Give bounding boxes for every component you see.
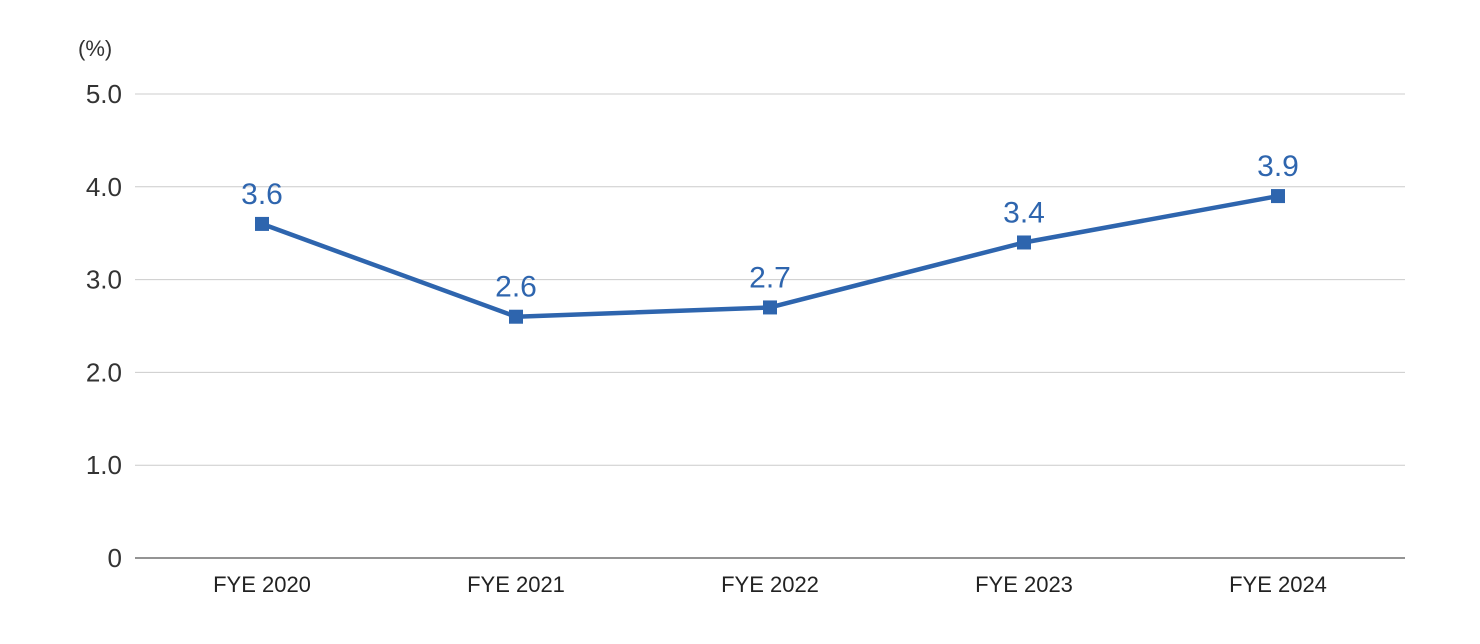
data-label: 2.7	[749, 261, 791, 294]
y-tick-label: 2.0	[86, 357, 122, 387]
y-tick-label: 5.0	[86, 79, 122, 109]
y-tick-label: 0	[108, 543, 122, 573]
data-point-marker	[1271, 189, 1285, 204]
data-label: 3.9	[1257, 150, 1299, 183]
x-tick-label: FYE 2021	[467, 572, 565, 597]
y-tick-label: 3.0	[86, 265, 122, 295]
labels: 0 1.0 2.0 3.0 4.0 5.0 FYE 2020 FYE 2021 FYE 2022…	[86, 79, 1327, 597]
gridlines	[135, 93, 1405, 466]
x-tick-label: FYE 2020	[213, 572, 311, 597]
y-tick-label: 4.0	[86, 172, 122, 202]
data-point-marker	[763, 300, 777, 315]
data-label: 3.6	[241, 178, 283, 211]
data-label: 3.4	[1003, 196, 1045, 229]
data-point-marker	[509, 309, 523, 324]
series-line	[261, 193, 1279, 319]
y-unit-label: (%)	[78, 36, 112, 61]
x-tick-label: FYE 2023	[975, 572, 1073, 597]
data-point-marker	[1017, 235, 1031, 250]
data-label: 2.6	[495, 271, 537, 304]
x-tick-label: FYE 2022	[721, 572, 819, 597]
data-point-marker	[255, 216, 269, 231]
series	[255, 189, 1285, 324]
x-tick-label: FYE 2024	[1229, 572, 1327, 597]
y-tick-label: 1.0	[86, 450, 122, 480]
